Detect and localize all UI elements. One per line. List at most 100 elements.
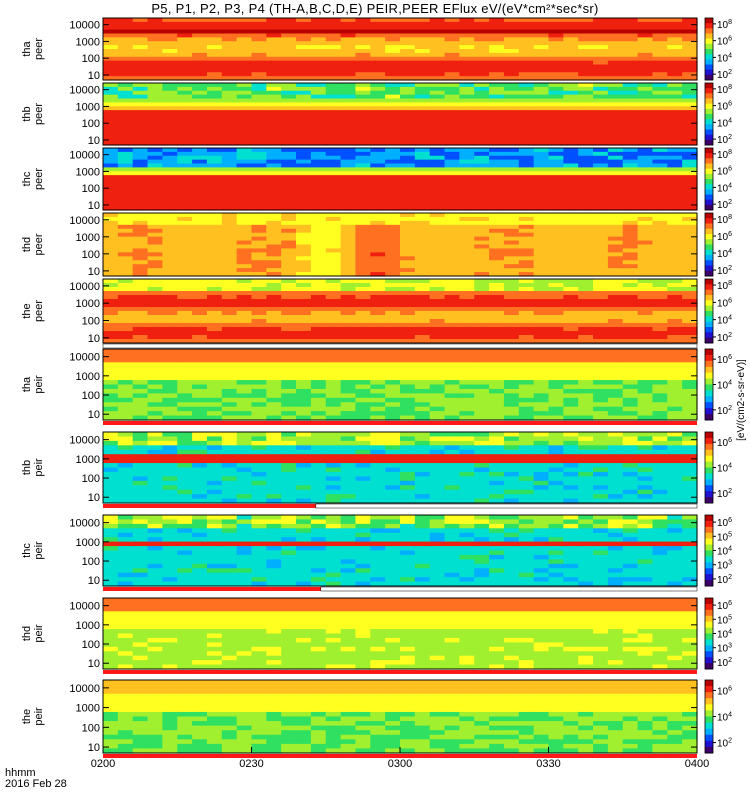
heatmap-cell (607, 202, 624, 207)
heatmap-cell (548, 393, 564, 399)
heatmap-cell (206, 125, 223, 131)
heatmap-cell (637, 467, 654, 473)
heatmap-cell (117, 133, 134, 138)
heatmap-cell (296, 121, 312, 127)
heatmap-cell (652, 240, 668, 246)
heatmap-cell (103, 353, 119, 359)
heatmap-cell (474, 56, 490, 62)
heatmap-cell (325, 489, 342, 495)
heatmap-cell (147, 287, 163, 292)
heatmap-cell (652, 489, 668, 495)
heatmap-cell (221, 476, 238, 482)
heatmap-cell (637, 220, 654, 226)
heatmap-cell (192, 125, 208, 131)
heatmap-cell (325, 380, 342, 386)
heatmap-cell (414, 272, 431, 277)
heatmap-cell (667, 353, 683, 359)
heatmap-cell (192, 366, 208, 372)
heatmap-cell (637, 406, 654, 412)
heatmap-cell (578, 167, 594, 172)
heatmap-cell (385, 121, 401, 127)
heatmap-cell (652, 366, 668, 372)
heatmap-cell (162, 532, 178, 538)
heatmap-cell (370, 240, 386, 246)
heatmap-cell (622, 86, 639, 92)
heatmap-cell (370, 319, 386, 324)
heatmap-cell (400, 287, 416, 292)
heatmap-cell (370, 260, 386, 265)
heatmap-cell (221, 311, 238, 316)
heatmap-cell (518, 202, 535, 207)
heatmap-cell (593, 56, 609, 62)
heatmap-cell (652, 498, 668, 504)
heatmap-cell (489, 60, 505, 66)
heatmap-cell (622, 366, 639, 372)
heatmap-cell (429, 463, 446, 469)
heatmap-cell (489, 291, 505, 296)
heatmap-cell (177, 102, 193, 107)
heatmap-cell (533, 213, 550, 218)
heatmap-cell (474, 393, 490, 399)
heatmap-cell (340, 287, 357, 292)
heatmap-cell (103, 68, 119, 73)
heatmap-cell (296, 248, 312, 253)
heatmap-cell (444, 182, 460, 188)
heatmap-cell (593, 393, 609, 399)
heatmap-cell (221, 362, 238, 368)
heatmap-cell (296, 388, 312, 394)
heatmap-cell (177, 532, 193, 538)
heatmap-cell (117, 291, 134, 296)
heatmap-cell (637, 68, 654, 73)
heatmap-cell (177, 339, 193, 344)
heatmap-cell (563, 194, 579, 199)
heatmap-cell (593, 171, 609, 176)
heatmap-cell (162, 323, 178, 328)
heatmap-cell (385, 236, 401, 242)
heatmap-cell (310, 264, 327, 269)
heatmap-cell (236, 213, 253, 218)
heatmap-cell (162, 485, 178, 491)
heatmap-cell (548, 216, 564, 222)
heatmap-cell (474, 114, 490, 119)
heatmap-cell (281, 471, 297, 477)
heatmap-cell (429, 349, 446, 355)
heatmap-cell (414, 327, 431, 332)
heatmap-cell (266, 190, 282, 196)
heatmap-cell (533, 252, 550, 257)
heatmap-cell (607, 353, 624, 359)
heatmap-cell (221, 163, 238, 168)
heatmap-cell (682, 163, 698, 168)
heatmap-cell (667, 388, 683, 394)
heatmap-cell (296, 432, 312, 438)
heatmap-cell (459, 440, 475, 446)
heatmap-cell (117, 402, 134, 408)
heatmap-cell (607, 295, 624, 300)
heatmap-cell (325, 76, 342, 81)
heatmap-cell (414, 445, 431, 451)
heatmap-cell (548, 436, 564, 442)
heatmap-cell (296, 498, 312, 504)
heatmap-cell (503, 307, 520, 312)
heatmap-cell (578, 384, 594, 390)
y-tick-label: 100 (82, 473, 100, 485)
heatmap-cell (474, 167, 490, 172)
heatmap-cell (206, 572, 223, 578)
heatmap-cell (593, 98, 609, 103)
heatmap-cell (147, 568, 163, 574)
colorbar-segment (705, 191, 713, 195)
heatmap-cell (518, 415, 535, 421)
heatmap-cell (518, 49, 535, 54)
heatmap-cell (103, 133, 119, 138)
heatmap-cell (310, 110, 327, 115)
heatmap-cell (682, 155, 698, 161)
heatmap-cell (192, 572, 208, 578)
heatmap-cell (400, 206, 416, 211)
heatmap-cell (622, 402, 639, 408)
heatmap-cell (296, 206, 312, 211)
heatmap-cell (503, 64, 520, 69)
heatmap-cell (414, 256, 431, 261)
heatmap-cell (518, 68, 535, 73)
heatmap-cell (459, 248, 475, 253)
heatmap-cell (607, 406, 624, 412)
heatmap-cell (414, 287, 431, 292)
